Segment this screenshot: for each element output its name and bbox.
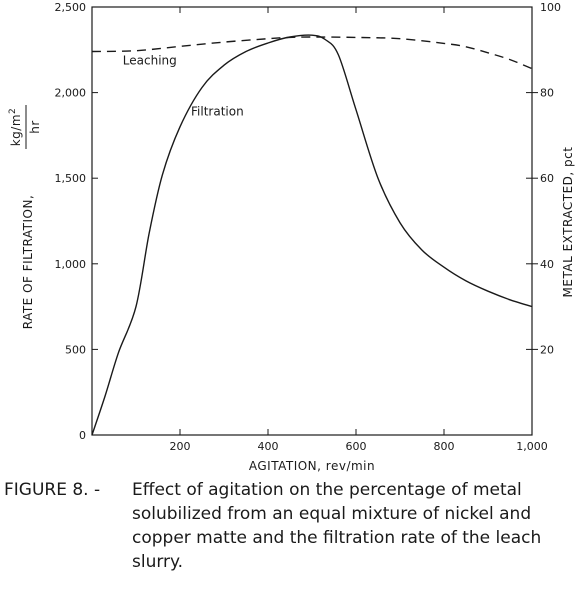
- plot-frame: [91, 6, 533, 436]
- annotation-leaching: Leaching: [123, 53, 177, 67]
- y-left-tick-label: 1,500: [55, 172, 87, 185]
- chart-series-layer: [91, 34, 533, 436]
- chart-axes: [91, 6, 533, 436]
- figure-caption-label: FIGURE 8. -: [4, 480, 101, 500]
- series-line-leaching: [91, 36, 533, 70]
- y-left-axis-label: RATE OF FILTRATION,: [21, 195, 35, 330]
- y-left-tick-label: 1,000: [55, 258, 87, 271]
- y-left-tick-label: 0: [79, 429, 86, 442]
- y-left-axis-label-main: RATE OF FILTRATION,: [21, 195, 35, 330]
- series-line-filtration: [91, 34, 533, 436]
- y-right-axis-label: METAL EXTRACTED, pct: [561, 147, 575, 298]
- chart: 200 400 600 800 1,000 0 500 1,000 1,500 2,000 2,50…: [8, 1, 575, 473]
- x-axis-label: AGITATION, rev/min: [249, 459, 375, 473]
- y-right-tick-label: 20: [540, 343, 554, 356]
- y-right-tick-label: 80: [540, 87, 554, 100]
- y-right-tick-label: 40: [540, 258, 554, 271]
- x-tick-label: 800: [434, 440, 455, 453]
- x-tick-label: 400: [258, 440, 279, 453]
- x-tick-label: 600: [346, 440, 367, 453]
- chart-ticks: 200 400 600 800 1,000 0 500 1,000 1,500 2,000 2,50…: [55, 1, 562, 453]
- y-right-tick-label: 100: [540, 1, 561, 14]
- y-left-axis-unit: kg/m2 hr: [8, 105, 42, 149]
- figure-caption-text: Effect of agitation on the percentage of…: [132, 480, 542, 572]
- y-left-unit-numerator: kg/m2: [8, 108, 23, 147]
- y-right-tick-label: 60: [540, 172, 554, 185]
- annotation-filtration: Filtration: [191, 105, 244, 119]
- y-left-unit-denominator: hr: [28, 120, 42, 134]
- x-tick-label: 200: [170, 440, 191, 453]
- y-right-axis-label-text: METAL EXTRACTED, pct: [561, 147, 575, 298]
- y-left-tick-label: 500: [65, 343, 86, 356]
- y-left-tick-label: 2,500: [55, 1, 87, 14]
- x-tick-label: 1,000: [516, 440, 548, 453]
- chart-annotations: Leaching Filtration: [123, 53, 244, 118]
- y-left-tick-label: 2,000: [55, 87, 87, 100]
